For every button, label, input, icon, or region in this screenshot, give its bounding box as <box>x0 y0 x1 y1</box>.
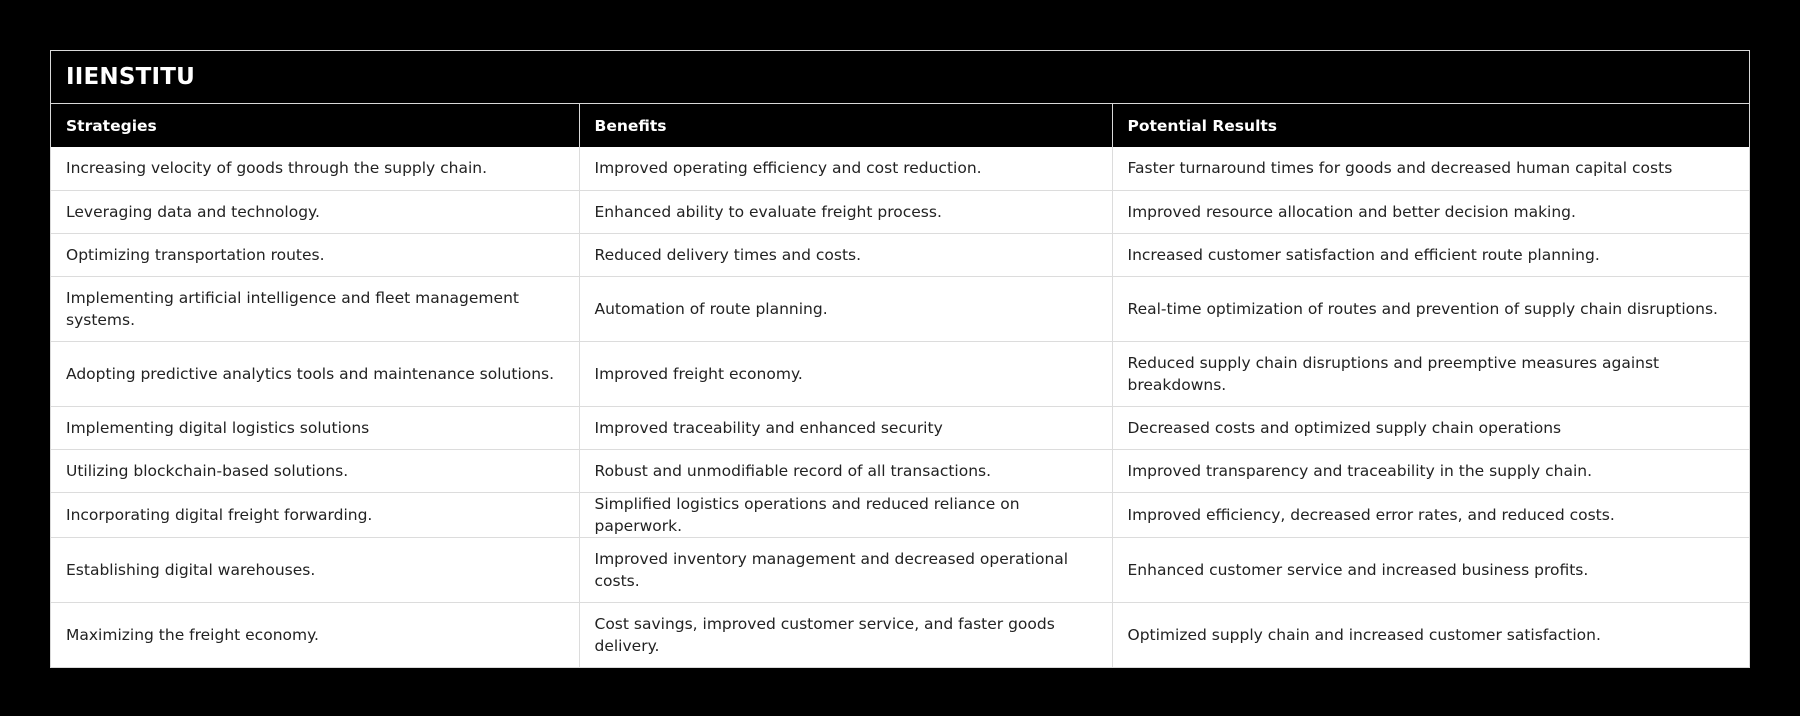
benefit-cell: Reduced delivery times and costs. <box>578 232 1112 276</box>
table-row: Implementing digital logistics solutions… <box>51 405 1749 449</box>
table-row: Increasing velocity of goods through the… <box>51 147 1749 190</box>
benefit-cell: Simplified logistics operations and redu… <box>578 491 1112 537</box>
header-row: Strategies Benefits Potential Results <box>51 104 1749 147</box>
strategies-table: IIENSTITU Strategies Benefits Potential … <box>50 50 1750 668</box>
strategies-grid: Strategies Benefits Potential Results In… <box>51 104 1749 667</box>
table-row: Adopting predictive analytics tools and … <box>51 340 1749 406</box>
table-row: Utilizing blockchain-based solutions. Ro… <box>51 448 1749 492</box>
result-cell: Enhanced customer service and increased … <box>1111 536 1749 602</box>
table-row: Leveraging data and technology. Enhanced… <box>51 189 1749 233</box>
result-cell: Increased customer satisfaction and effi… <box>1111 232 1749 276</box>
strategy-cell: Leveraging data and technology. <box>51 189 579 233</box>
result-cell: Improved transparency and traceability i… <box>1111 448 1749 492</box>
result-cell: Improved resource allocation and better … <box>1111 189 1749 233</box>
result-cell: Real-time optimization of routes and pre… <box>1111 275 1749 341</box>
benefit-cell: Automation of route planning. <box>578 275 1112 341</box>
benefit-cell: Improved freight economy. <box>578 340 1112 406</box>
table-row: Implementing artificial intelligence and… <box>51 275 1749 341</box>
strategy-cell: Adopting predictive analytics tools and … <box>51 340 579 406</box>
benefit-cell: Enhanced ability to evaluate freight pro… <box>578 189 1112 233</box>
strategy-cell: Maximizing the freight economy. <box>51 601 579 667</box>
strategy-cell: Establishing digital warehouses. <box>51 536 579 602</box>
benefit-cell: Improved inventory management and decrea… <box>578 536 1112 602</box>
table-row: Maximizing the freight economy. Cost sav… <box>51 601 1749 667</box>
strategy-cell: Optimizing transportation routes. <box>51 232 579 276</box>
column-header-strategies: Strategies <box>51 104 579 147</box>
column-header-potential-results: Potential Results <box>1111 104 1749 147</box>
strategy-cell: Utilizing blockchain-based solutions. <box>51 448 579 492</box>
benefit-cell: Robust and unmodifiable record of all tr… <box>578 448 1112 492</box>
strategy-cell: Increasing velocity of goods through the… <box>51 147 579 190</box>
result-cell: Faster turnaround times for goods and de… <box>1111 147 1749 190</box>
result-cell: Optimized supply chain and increased cus… <box>1111 601 1749 667</box>
strategy-cell: Incorporating digital freight forwarding… <box>51 491 579 537</box>
column-header-benefits: Benefits <box>578 104 1112 147</box>
result-cell: Decreased costs and optimized supply cha… <box>1111 405 1749 449</box>
table-row: Establishing digital warehouses. Improve… <box>51 536 1749 602</box>
result-cell: Reduced supply chain disruptions and pre… <box>1111 340 1749 406</box>
table-title: IIENSTITU <box>51 51 1749 104</box>
table-row: Optimizing transportation routes. Reduce… <box>51 232 1749 276</box>
result-cell: Improved efficiency, decreased error rat… <box>1111 491 1749 537</box>
benefit-cell: Improved traceability and enhanced secur… <box>578 405 1112 449</box>
benefit-cell: Cost savings, improved customer service,… <box>578 601 1112 667</box>
strategy-cell: Implementing artificial intelligence and… <box>51 275 579 341</box>
benefit-cell: Improved operating efficiency and cost r… <box>578 147 1112 190</box>
table-row: Incorporating digital freight forwarding… <box>51 491 1749 537</box>
strategy-cell: Implementing digital logistics solutions <box>51 405 579 449</box>
